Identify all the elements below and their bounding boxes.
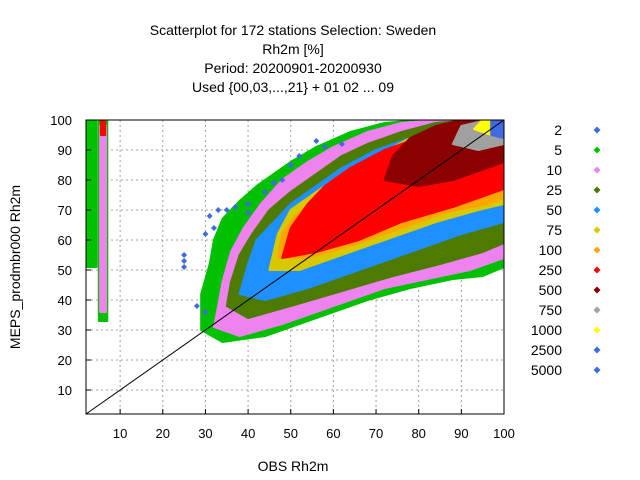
legend-marker (593, 326, 601, 334)
y-tick-label: 20 (58, 353, 72, 368)
legend-marker (593, 206, 601, 214)
low-obs-streak-top (99, 120, 107, 136)
outlier-point (181, 264, 188, 270)
y-axis-label: MEPS_prodmbr000 Rh2m (7, 185, 23, 349)
x-tick-label: 10 (113, 426, 127, 441)
legend-marker (593, 286, 601, 294)
legend-label: 75 (546, 222, 562, 238)
title-line-1: Scatterplot for 172 stations Selection: … (150, 22, 436, 38)
outlier-point (181, 252, 188, 258)
legend-label: 25 (546, 182, 562, 198)
outlier-point (321, 144, 328, 150)
outlier-point (245, 201, 252, 207)
outlier-point (313, 138, 320, 144)
outlier-point (223, 207, 230, 213)
legend-marker (593, 186, 601, 194)
title-line-2: Rh2m [%] (262, 41, 323, 57)
outlier-point (262, 189, 269, 195)
outlier-point (287, 162, 294, 168)
x-tick-label: 70 (369, 426, 383, 441)
plot-frame (85, 119, 505, 415)
chart-title: Scatterplot for 172 stations Selection: … (150, 22, 436, 95)
x-tick-label: 50 (284, 426, 298, 441)
y-axis-ticks: 10 20 30 40 50 60 70 80 90 100 (50, 113, 91, 398)
legend-marker (593, 146, 601, 154)
y-tick-label: 90 (58, 143, 72, 158)
legend-marker (593, 126, 601, 134)
legend-label: 1000 (531, 322, 562, 338)
outlier-point (232, 204, 239, 210)
title-line-3: Period: 20200901-20200930 (204, 60, 382, 76)
outlier-point (338, 141, 345, 147)
legend-label: 2 (554, 122, 562, 138)
legend-label: 500 (539, 282, 563, 298)
x-tick-label: 30 (198, 426, 212, 441)
legend-marker (593, 246, 601, 254)
x-axis-ticks: 10 20 30 40 50 60 70 80 90 100 (113, 409, 515, 441)
legend-marker (593, 366, 601, 374)
legend-marker (593, 226, 601, 234)
y-tick-label: 100 (50, 113, 72, 128)
low-obs-streak-a (86, 120, 98, 268)
x-tick-label: 20 (156, 426, 170, 441)
density-band-2500 (490, 120, 504, 139)
x-tick-label: 60 (326, 426, 340, 441)
y-tick-label: 40 (58, 293, 72, 308)
y-tick-label: 50 (58, 263, 72, 278)
y-tick-label: 70 (58, 203, 72, 218)
outlier-point (245, 210, 252, 216)
legend-label: 2500 (531, 342, 562, 358)
outlier-point (279, 177, 286, 183)
legend-label: 750 (539, 302, 563, 318)
outlier-point (206, 213, 213, 219)
y-tick-label: 30 (58, 323, 72, 338)
outlier-point (202, 231, 209, 237)
legend-label: 250 (539, 262, 563, 278)
y-tick-label: 80 (58, 173, 72, 188)
one-to-one-line (85, 119, 505, 415)
outlier-point (210, 225, 217, 231)
title-line-4: Used {00,03,...,21} + 01 02 ... 09 (192, 79, 394, 95)
density-scatter (86, 120, 504, 343)
legend-label: 5 (554, 142, 562, 158)
y-tick-label: 10 (58, 383, 72, 398)
outlier-point (193, 303, 200, 309)
outlier-point (202, 309, 209, 315)
x-axis-label: OBS Rh2m (258, 458, 329, 474)
legend-label: 10 (546, 162, 562, 178)
outlier-point (215, 207, 222, 213)
legend-label: 100 (539, 242, 563, 258)
legend-marker (593, 306, 601, 314)
x-tick-label: 90 (454, 426, 468, 441)
low-obs-streak-c (99, 125, 107, 313)
legend-marker (593, 346, 601, 354)
legend-marker (593, 266, 601, 274)
legend-label: 5000 (531, 362, 562, 378)
x-tick-label: 40 (241, 426, 255, 441)
legend-marker (593, 166, 601, 174)
outlier-point (270, 180, 277, 186)
outlier-point (296, 153, 303, 159)
outlier-point (181, 258, 188, 264)
y-tick-label: 60 (58, 233, 72, 248)
legend-label: 50 (546, 202, 562, 218)
x-tick-label: 100 (493, 426, 515, 441)
x-tick-label: 80 (411, 426, 425, 441)
